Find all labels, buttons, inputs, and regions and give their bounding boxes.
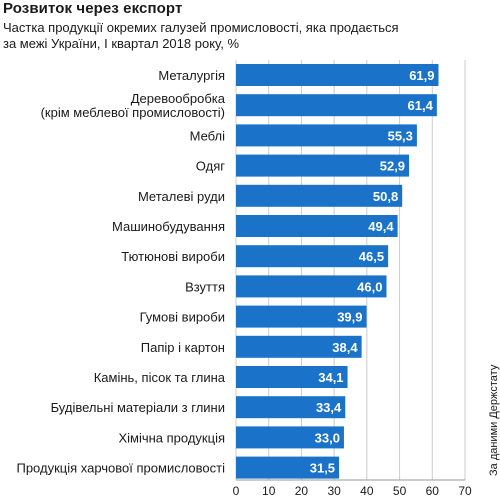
bar-value-label-12: 33,0 [315, 430, 340, 445]
bar-10 [236, 366, 348, 388]
bar-1 [236, 94, 437, 117]
bar-6 [236, 245, 389, 268]
x-tick-label-50: 50 [393, 484, 407, 498]
bar-value-label-1: 61,4 [408, 98, 434, 113]
bar-value-label-0: 61,9 [409, 68, 434, 83]
category-label-10: Камінь, пісок та глина [94, 370, 226, 385]
category-label-3: Одяг [196, 159, 225, 174]
bar-value-label-2: 55,3 [388, 128, 413, 143]
x-tick-label-0: 0 [233, 484, 240, 498]
category-label-6: Тютюнові вироби [121, 249, 225, 264]
category-label-2: Меблі [190, 128, 226, 143]
bar-13 [236, 456, 340, 479]
bar-12 [236, 426, 344, 449]
bar-8 [236, 305, 367, 328]
category-label-4: Металеві руди [138, 189, 225, 204]
bar-value-label-11: 33,4 [316, 400, 342, 415]
x-tick-label-70: 70 [458, 484, 472, 498]
bar-0 [236, 64, 439, 86]
bar-value-label-8: 39,9 [337, 310, 362, 325]
x-tick-label-10: 10 [262, 484, 276, 498]
x-tick-label-20: 20 [295, 484, 309, 498]
bar-9 [236, 335, 362, 358]
bar-value-label-9: 38,4 [332, 340, 358, 355]
category-label-5: Машинобудування [112, 219, 225, 234]
bar-4 [236, 184, 403, 207]
bar-value-label-6: 46,5 [359, 249, 384, 264]
x-tick-label-60: 60 [426, 484, 440, 498]
category-label-12: Хімічна продукція [118, 430, 225, 445]
chart-subtitle-line2: за межі України, I квартал 2018 року, % [3, 36, 240, 51]
bar-11 [236, 396, 346, 419]
category-label-1-line1: Деревообробка [131, 91, 226, 106]
bar-value-label-7: 46,0 [357, 279, 382, 294]
category-label-9: Папір і картон [141, 340, 225, 355]
category-label-1-line2: (крім меблевої промисловості) [41, 105, 225, 120]
chart-title: Розвиток через експорт [3, 0, 183, 17]
x-tick-label-40: 40 [360, 484, 374, 498]
bar-value-label-4: 50,8 [373, 189, 398, 204]
source-note: За даними Держстату [488, 364, 500, 476]
bar-5 [236, 215, 398, 237]
category-label-7: Взуття [185, 279, 225, 294]
bar-3 [236, 154, 410, 177]
bar-value-label-3: 52,9 [380, 159, 405, 174]
bar-value-label-10: 34,1 [318, 370, 343, 385]
chart-subtitle-line1: Частка продукції окремих галузей промисл… [3, 20, 399, 35]
bar-value-label-13: 31,5 [310, 461, 335, 476]
category-label-11: Будівельні матеріали з глини [51, 400, 225, 415]
bar-7 [236, 275, 387, 298]
category-label-8: Гумові вироби [140, 310, 225, 325]
bar-2 [236, 124, 417, 147]
category-label-13: Продукція харчової промисловості [16, 461, 225, 476]
bar-value-label-5: 49,4 [368, 219, 394, 234]
category-label-0: Металургія [158, 68, 225, 83]
x-tick-label-30: 30 [327, 484, 341, 498]
